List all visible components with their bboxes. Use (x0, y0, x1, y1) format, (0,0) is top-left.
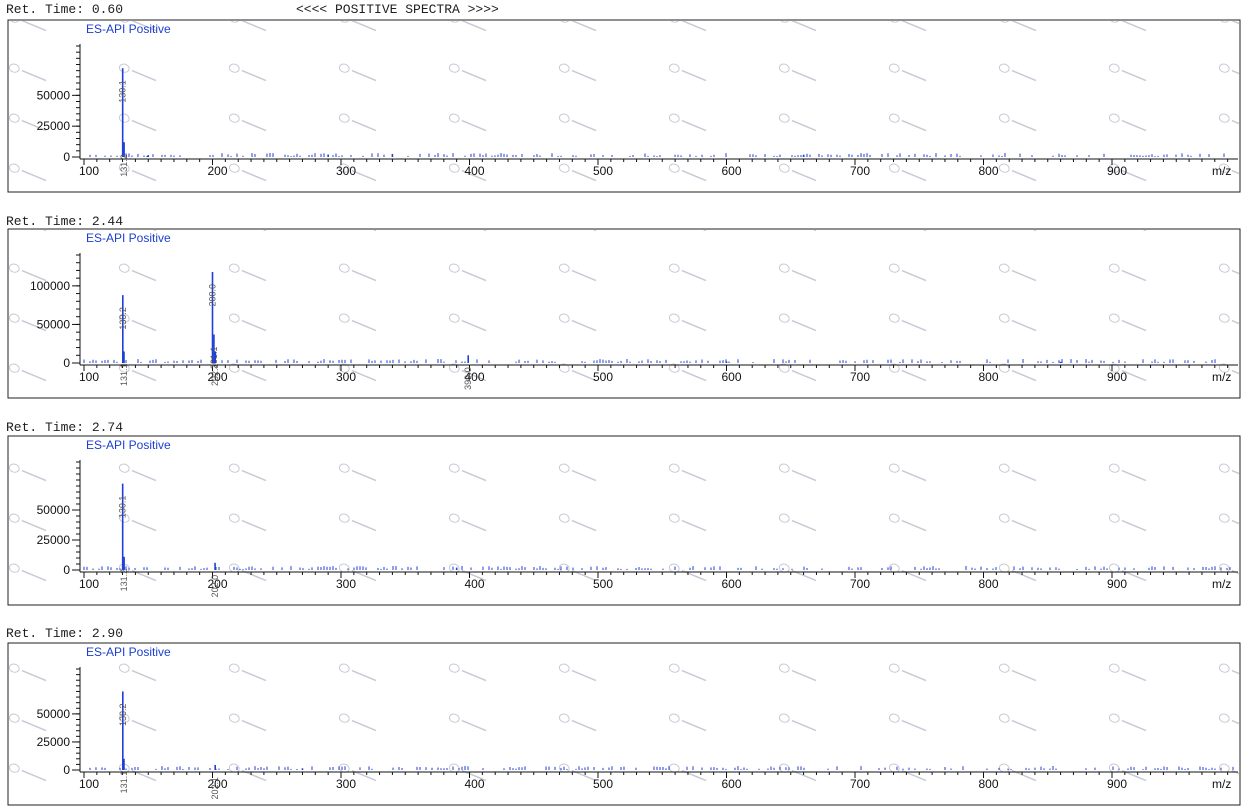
y-tick-label: 50000 (37, 88, 71, 102)
peak-label: 130.1 (118, 496, 128, 519)
ret-time-3: Ret. Time: 2.74 (6, 420, 124, 435)
watermark-overlay (9, 644, 1239, 804)
x-tick-label: 900 (1107, 164, 1127, 178)
ret-time-4: Ret. Time: 2.90 (6, 626, 124, 641)
x-tick-label: 800 (978, 164, 998, 178)
x-tick-label: 500 (593, 164, 613, 178)
peak-label: 399.0 (463, 367, 473, 390)
spectra-title: <<<< POSITIVE SPECTRA >>>> (296, 2, 499, 17)
x-tick-label: 400 (464, 777, 484, 791)
x-tick-label: 300 (336, 577, 356, 591)
y-tick-label: 100000 (30, 279, 70, 293)
peak-label: 130.1 (118, 80, 128, 103)
x-tick-label: 800 (978, 777, 998, 791)
spectrum-panel-2: ES-API Positive 100 200 300 400 500 600 700 800 9… (7, 228, 1241, 399)
plot-label: ES-API Positive (86, 645, 171, 659)
x-tick-label: 600 (721, 164, 741, 178)
x-tick-label: 500 (593, 370, 613, 384)
watermark-overlay (9, 21, 1239, 191)
y-tick-label: 0 (63, 356, 70, 370)
x-axis-label: m/z (1212, 577, 1231, 591)
plot-label: ES-API Positive (86, 438, 171, 452)
ret-time-1: Ret. Time: 0.60 (6, 2, 124, 17)
y-tick-label: 0 (63, 563, 70, 577)
x-tick-label: 200 (207, 164, 227, 178)
y-tick-label: 25000 (37, 533, 71, 547)
x-tick-label: 100 (79, 777, 99, 791)
watermark-overlay (9, 437, 1239, 604)
ret-time-2: Ret. Time: 2.44 (6, 214, 124, 229)
x-tick-label: 500 (593, 577, 613, 591)
plot-label: ES-API Positive (86, 231, 171, 245)
x-tick-label: 600 (721, 577, 741, 591)
peak-label: 131.1 (119, 771, 129, 794)
x-tick-label: 900 (1107, 777, 1127, 791)
y-tick-label: 50000 (37, 503, 71, 517)
x-tick-label: 200 (207, 777, 227, 791)
spectrum-panel-3: ES-API Positive 100 200 300 400 500 600 700 800 9… (7, 435, 1241, 606)
y-tick-label: 25000 (37, 119, 71, 133)
plot-label: ES-API Positive (86, 22, 171, 36)
x-tick-label: 900 (1107, 577, 1127, 591)
x-tick-label: 300 (336, 777, 356, 791)
x-tick-label: 700 (850, 164, 870, 178)
x-tick-label: 200 (207, 577, 227, 591)
peak-label: 131.2 (119, 154, 129, 177)
y-tick-label: 0 (63, 763, 70, 777)
x-axis-label: m/z (1212, 164, 1231, 178)
x-tick-label: 300 (336, 370, 356, 384)
peak-label: 202.1 (210, 363, 220, 386)
x-tick-label: 200 (207, 370, 227, 384)
peak-label: 131.1 (119, 363, 129, 386)
x-tick-label: 100 (79, 164, 99, 178)
x-tick-label: 100 (79, 577, 99, 591)
peak-label: 131.2 (119, 569, 129, 592)
spectrum-panel-1: ES-API Positive 100 200 300 400 500 600 700 800 9… (7, 19, 1241, 193)
x-tick-label: 600 (721, 370, 741, 384)
x-tick-label: 400 (464, 164, 484, 178)
x-tick-label: 700 (850, 370, 870, 384)
peak-label: 201.1 (209, 346, 219, 369)
y-tick-label: 0 (63, 150, 70, 164)
y-tick-label: 50000 (37, 707, 71, 721)
spectrum-panel-4: ES-API Positive 100 200 300 400 500 600 700 800 9… (7, 642, 1241, 806)
x-tick-label: 700 (850, 577, 870, 591)
x-tick-label: 900 (1107, 370, 1127, 384)
x-axis-label: m/z (1212, 370, 1231, 384)
peak-label: 202.0 (210, 575, 220, 598)
watermark-overlay (9, 230, 1239, 397)
peak-label: 130.2 (118, 703, 128, 726)
x-tick-label: 800 (978, 370, 998, 384)
y-tick-label: 25000 (37, 735, 71, 749)
y-tick-label: 50000 (37, 317, 71, 331)
x-tick-label: 700 (850, 777, 870, 791)
x-tick-label: 800 (978, 577, 998, 591)
peak-label: 200.0 (208, 284, 218, 307)
x-axis-label: m/z (1212, 777, 1231, 791)
peak-label: 130.2 (118, 307, 128, 330)
x-tick-label: 500 (593, 777, 613, 791)
x-tick-label: 100 (79, 370, 99, 384)
peak-label: 202.1 (210, 777, 220, 800)
x-tick-label: 400 (464, 577, 484, 591)
x-tick-label: 300 (336, 164, 356, 178)
x-tick-label: 400 (464, 370, 484, 384)
x-tick-label: 600 (721, 777, 741, 791)
